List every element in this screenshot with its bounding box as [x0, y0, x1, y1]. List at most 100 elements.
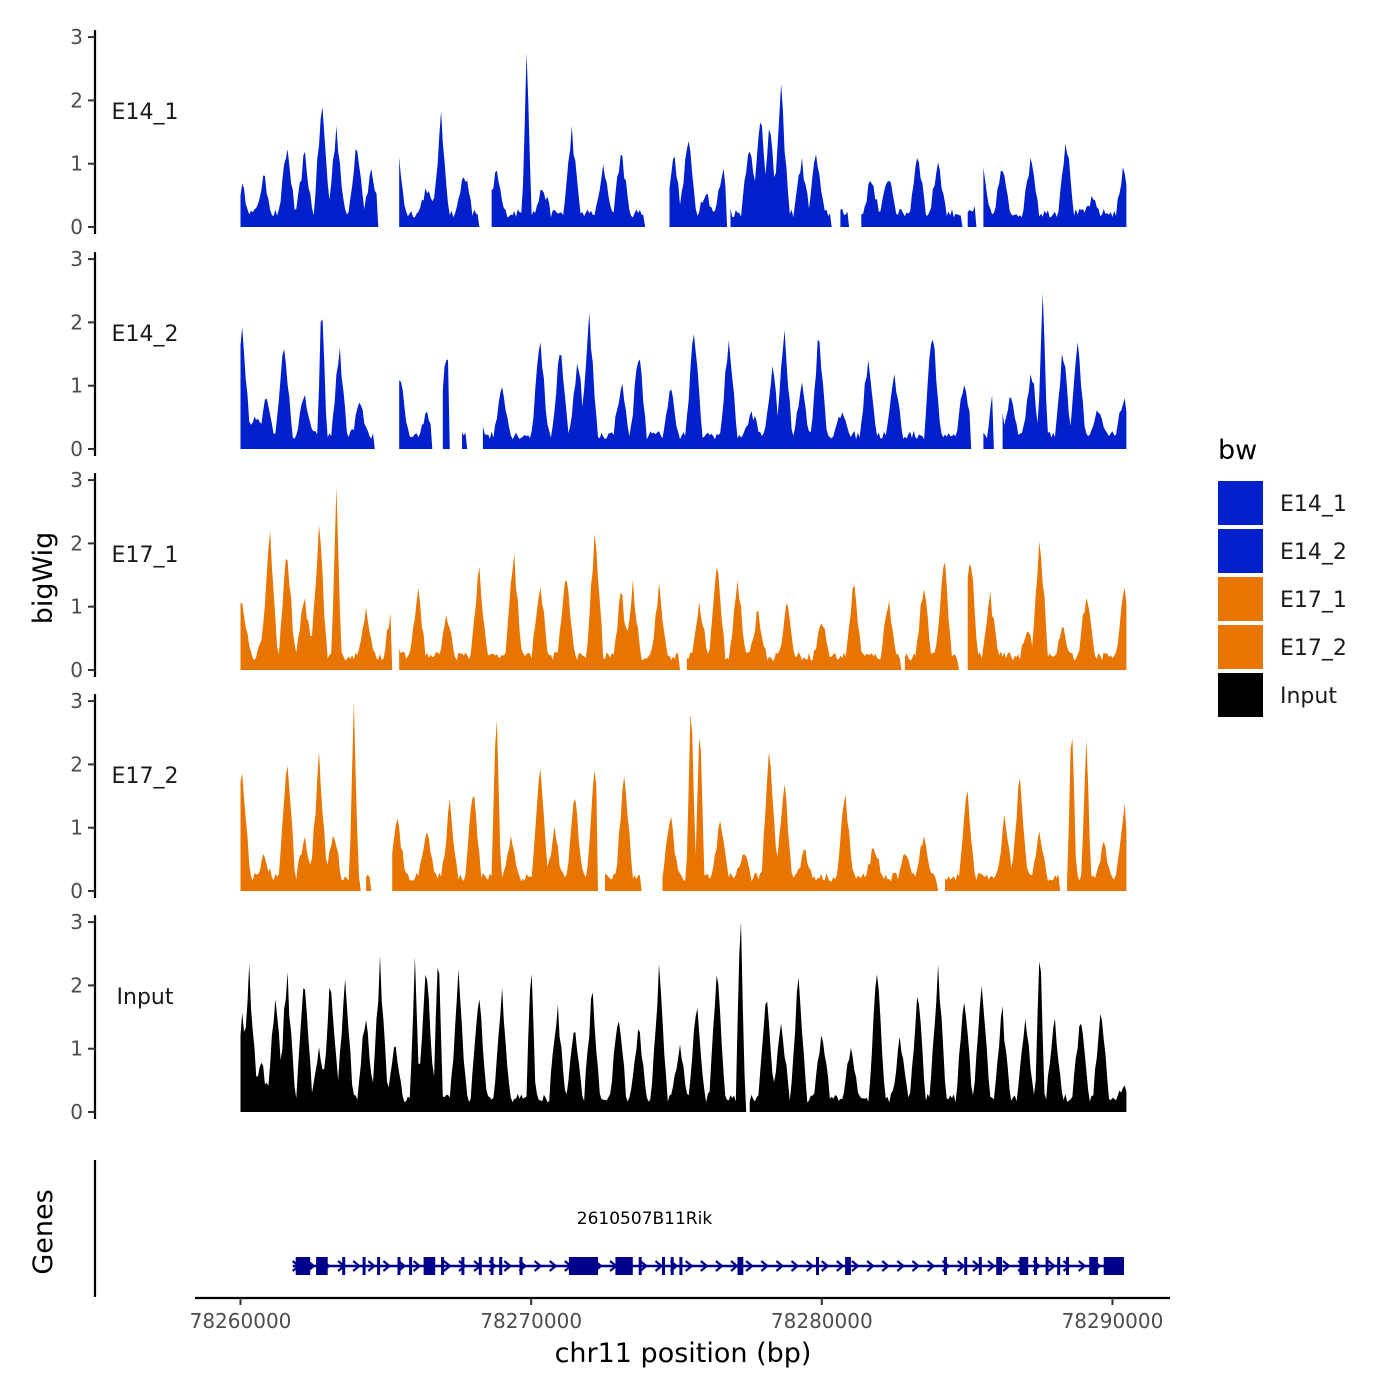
y-tick-label: 0 [70, 879, 83, 903]
legend-swatch [1218, 529, 1263, 573]
x-axis: 78260000 78270000 78280000 78290000 [190, 1296, 1170, 1333]
gene-exon [670, 1257, 674, 1275]
gene-exon [943, 1257, 947, 1275]
gene-exon [978, 1257, 982, 1275]
strand-arrow [926, 1260, 936, 1272]
legend-swatch [1218, 577, 1263, 621]
y-tick-label: 3 [70, 468, 83, 492]
strand-arrow [443, 1260, 452, 1272]
track-label: Input [117, 985, 174, 1010]
gene-exon [519, 1257, 523, 1275]
gene-exon [1066, 1257, 1069, 1275]
strand-arrow [715, 1260, 724, 1272]
gene-exon [816, 1257, 819, 1275]
strand-arrow [548, 1260, 558, 1272]
y-tick-label: 2 [70, 752, 83, 776]
gene-exon [662, 1257, 665, 1275]
strand-arrow [987, 1260, 996, 1272]
gene-exon [499, 1257, 503, 1275]
strand-arrow [1002, 1260, 1011, 1272]
y-tick-label: 3 [70, 25, 83, 49]
gene-exon [737, 1257, 744, 1275]
signal-area-input [240, 922, 1127, 1112]
strand-arrow [684, 1260, 694, 1272]
y-tick-label: 2 [70, 531, 83, 555]
gene-exon [441, 1257, 445, 1275]
gene-exon [615, 1257, 633, 1275]
strand-arrow [851, 1260, 860, 1272]
legend-title: bw [1218, 435, 1257, 466]
strand-arrow [382, 1260, 392, 1272]
strand-arrow [1077, 1260, 1087, 1272]
gene-exon [423, 1257, 436, 1275]
gene-exon [1057, 1257, 1061, 1275]
gene-exon [679, 1257, 683, 1275]
strand-arrow [533, 1260, 543, 1272]
gene-exon [638, 1257, 642, 1275]
gene-exon [377, 1257, 381, 1275]
strand-arrow [745, 1260, 754, 1272]
y-tick-label: 2 [70, 310, 83, 334]
strand-arrow [896, 1260, 906, 1272]
track-label: E17_2 [112, 764, 179, 789]
strand-arrow [836, 1260, 845, 1272]
legend-swatch [1218, 481, 1263, 525]
strand-arrow [911, 1260, 921, 1272]
y-tick-label: 1 [70, 1037, 83, 1061]
gene-exon [478, 1257, 482, 1275]
y-tick-label: 0 [70, 658, 83, 682]
legend-swatch [1218, 673, 1263, 717]
strand-arrow [654, 1260, 664, 1272]
gene-exon [1089, 1257, 1098, 1275]
strand-arrow [352, 1260, 361, 1272]
strand-arrow [367, 1260, 377, 1272]
strand-arrow [881, 1260, 890, 1272]
y-tick-label: 2 [70, 973, 83, 997]
gene-exon [409, 1257, 413, 1275]
bigwig-tracks: 0 1 2 3 E14_1 0 1 2 3 E14_2 0 1 2 3 E17_1 0 1 2 3 E17_2 0 1 2 3… [70, 25, 1127, 1124]
strand-arrow [1047, 1260, 1057, 1272]
gene-exon [1019, 1257, 1029, 1275]
strand-arrow [775, 1260, 785, 1272]
legend-label: E14_2 [1280, 540, 1347, 565]
track-input: 0 1 2 3 Input [70, 910, 1127, 1124]
strand-arrow [820, 1260, 830, 1272]
x-tick-label: 78290000 [1062, 1309, 1164, 1333]
gene-exon [397, 1257, 401, 1275]
legend-label: E14_1 [1280, 492, 1347, 517]
track-label: E14_1 [112, 100, 179, 125]
gene-exon [964, 1257, 968, 1275]
y-tick-label: 3 [70, 689, 83, 713]
gene-exon [1034, 1257, 1037, 1275]
y-tick-label: 0 [70, 215, 83, 239]
gene-exon [1103, 1257, 1124, 1275]
genes-axis-title: Genes [28, 1189, 59, 1274]
genes-panel: 2610507B11Rik [93, 1160, 1125, 1297]
y-axis-title: bigWig [28, 532, 59, 625]
track-e17-1: 0 1 2 3 E17_1 [70, 468, 1127, 682]
y-tick-label: 0 [70, 437, 83, 461]
y-tick-label: 1 [70, 816, 83, 840]
gene-exon [996, 1257, 1002, 1275]
signal-area-e14-1 [240, 52, 1127, 227]
x-tick-label: 78270000 [480, 1309, 582, 1333]
signal-area-e17-1 [240, 486, 1127, 670]
signal-area-e17-2 [240, 701, 1127, 891]
strand-arrow [412, 1260, 422, 1272]
track-label: E17_1 [112, 543, 179, 568]
strand-arrow [760, 1260, 770, 1272]
gene-exon [845, 1257, 851, 1275]
y-tick-label: 1 [70, 374, 83, 398]
legend: bw E14_1 E14_2 E17_1 E17_2 Input [1218, 435, 1347, 717]
y-tick-label: 0 [70, 1100, 83, 1124]
strand-arrow [458, 1260, 467, 1272]
gene-exon [490, 1257, 494, 1275]
x-axis-title: chr11 position (bp) [555, 1338, 812, 1369]
track-e17-2: 0 1 2 3 E17_2 [70, 689, 1127, 903]
gene-exon [461, 1257, 465, 1275]
gene-exon [1045, 1257, 1049, 1275]
legend-label: E17_2 [1280, 636, 1347, 661]
y-tick-label: 3 [70, 247, 83, 271]
strand-arrow [866, 1260, 875, 1272]
